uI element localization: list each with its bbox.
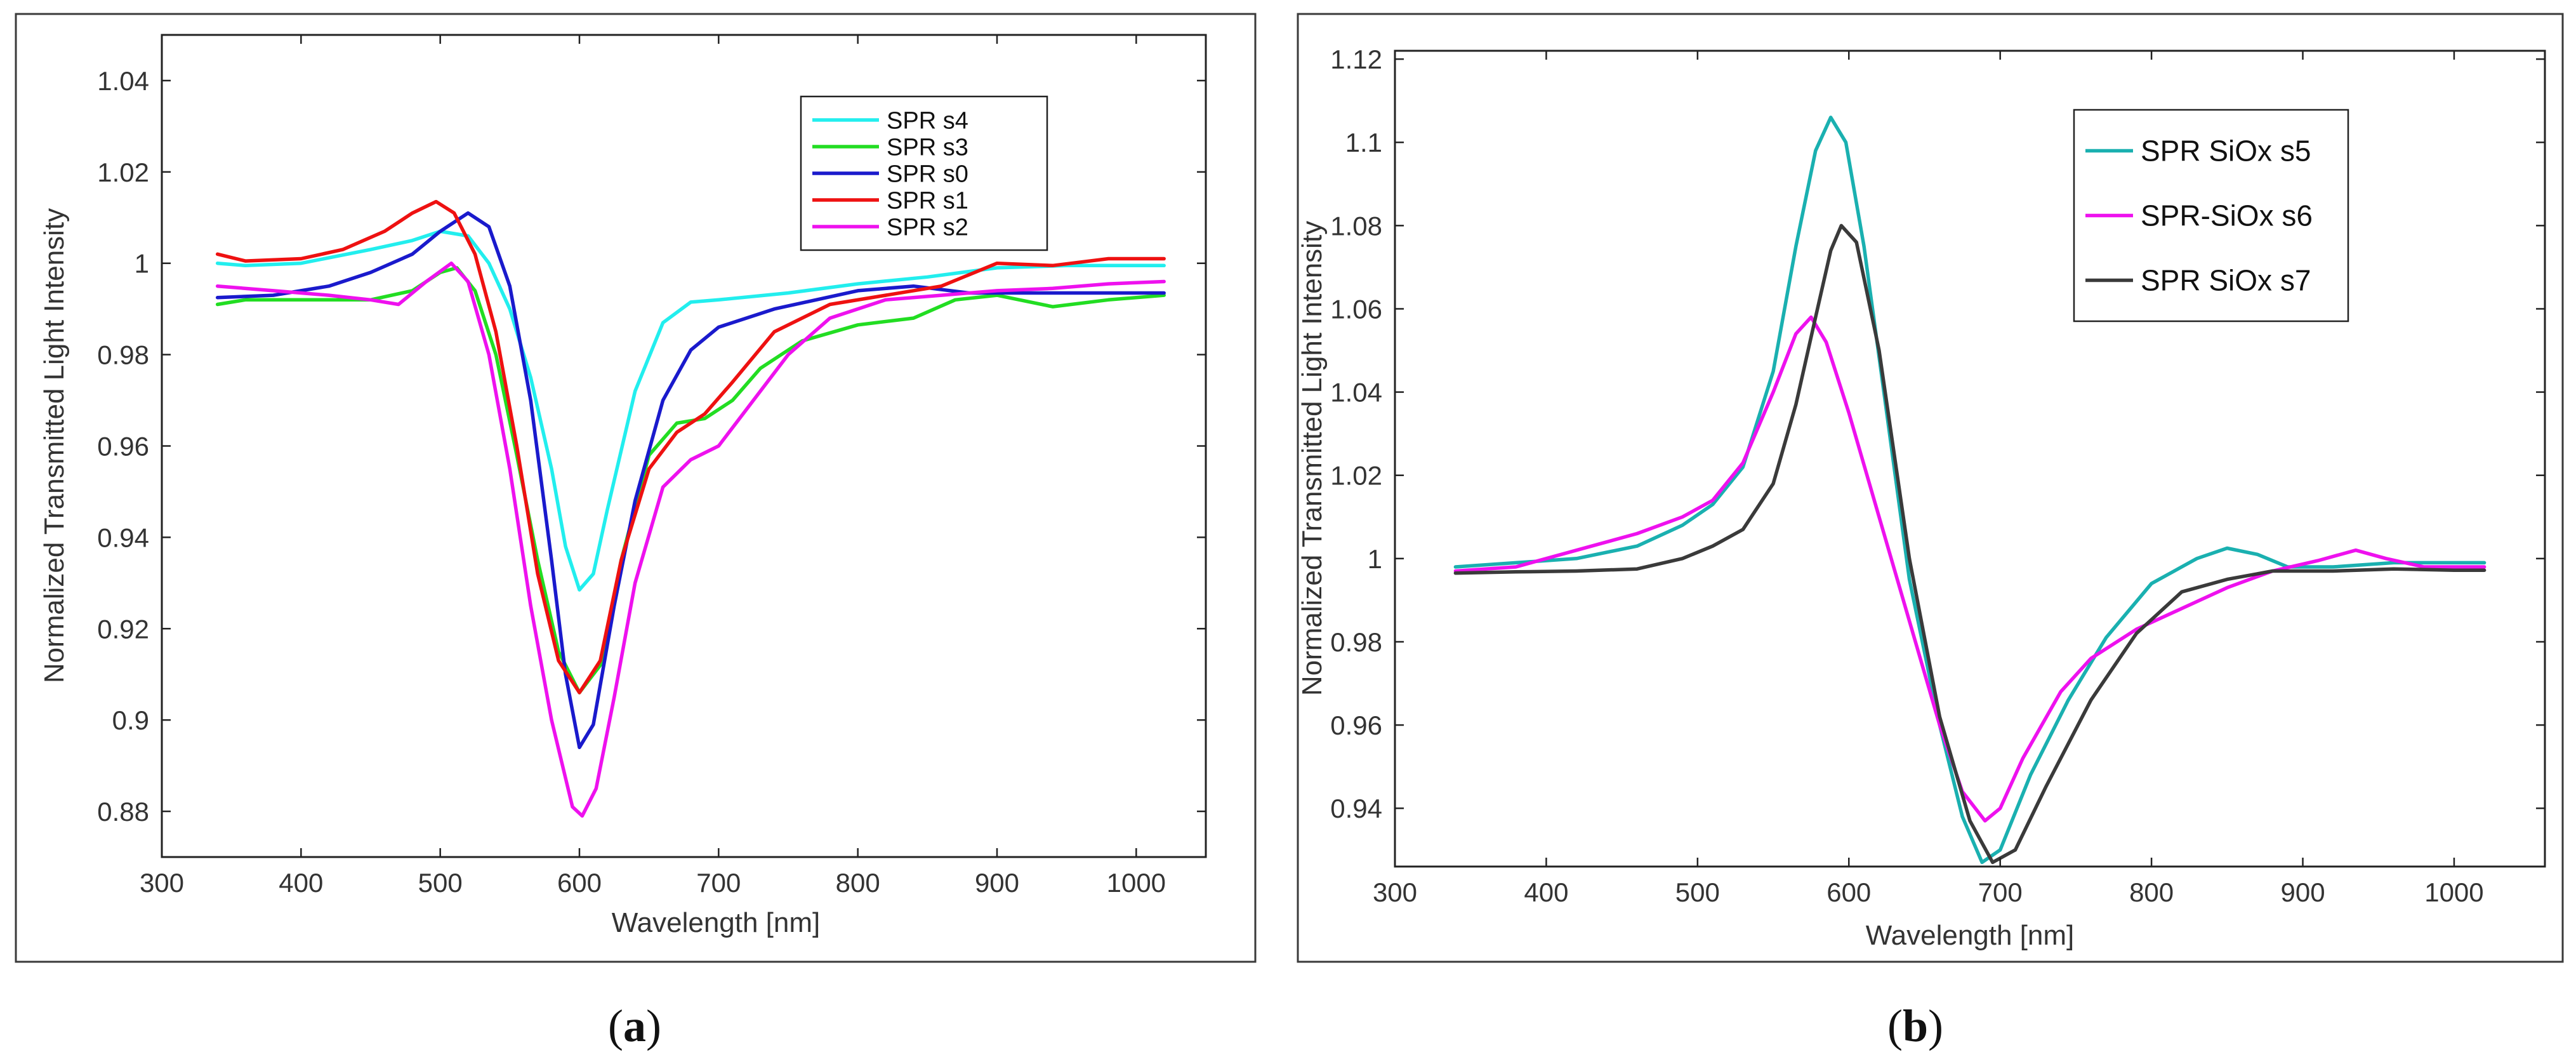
x-tick-label: 600 (1826, 877, 1871, 907)
y-tick-label: 1 (135, 249, 149, 279)
y-tick-label: 1 (1368, 544, 1382, 574)
y-tick-label: 0.92 (97, 614, 149, 644)
y-tick-label: 0.94 (1330, 794, 1382, 823)
series-line-spr-s0 (215, 211, 1166, 750)
panel-a-ticks: 300 400 500 600 700 800 900 1000 0.88 0.9 0.92 0.94… (97, 35, 1206, 898)
panel-b-ticks: 300 400 500 600 700 800 900 1000 0.94 0.96 0.98 1 1.… (1330, 44, 2545, 907)
legend-label: SPR SiOx s7 (2141, 264, 2311, 297)
panel-b-chart: 300 400 500 600 700 800 900 1000 0.94 0.96 0.98 1 1.… (1297, 13, 2564, 1051)
x-tick-label: 500 (418, 868, 463, 898)
legend-label: SPR s0 (887, 161, 968, 187)
y-tick-label: 1.04 (1330, 378, 1382, 408)
x-tick-label: 300 (1373, 877, 1417, 907)
panel-b-plot-area (1394, 50, 2546, 868)
x-tick-label: 500 (1675, 877, 1720, 907)
panel-a-caption-close: ) (646, 1000, 661, 1051)
y-tick-label: 1.06 (1330, 294, 1382, 324)
panel-b-caption: (b) (1887, 1000, 1943, 1051)
x-tick-label: 300 (140, 868, 184, 898)
panel-a-caption: (a) (608, 1000, 661, 1051)
y-tick-label: 0.98 (97, 340, 149, 370)
legend-label: SPR s3 (887, 134, 968, 161)
legend-label: SPR SiOx s5 (2141, 135, 2311, 168)
y-tick-label: 1.04 (97, 66, 149, 96)
y-tick-label: 1.08 (1330, 211, 1382, 241)
y-tick-label: 0.94 (97, 522, 149, 552)
panel-a-y-axis-label: Normalized Transmitted Light Intensity (39, 208, 70, 683)
panel-a-series-group (215, 199, 1166, 818)
series-line-spr-siox-s7 (1453, 223, 2487, 865)
y-tick-label: 0.88 (97, 797, 149, 827)
y-tick-label: 0.9 (112, 705, 149, 735)
legend-label: SPR-SiOx s6 (2141, 199, 2313, 232)
x-tick-label: 400 (279, 868, 323, 898)
panel-b-x-axis-label: Wavelength [nm] (1866, 920, 2075, 951)
x-tick-label: 600 (557, 868, 602, 898)
legend-label: SPR s4 (887, 107, 968, 134)
x-tick-label: 800 (836, 868, 880, 898)
panel-b-caption-open: ( (1887, 1000, 1903, 1051)
y-tick-label: 0.98 (1330, 627, 1382, 657)
panel-b-caption-close: ) (1928, 1000, 1943, 1051)
x-tick-label: 1000 (1107, 868, 1166, 898)
panel-b-legend: SPR SiOx s5 SPR-SiOx s6 SPR SiOx s7 (2073, 109, 2349, 322)
panel-a-chart: 300 400 500 600 700 800 900 1000 0.88 0.9 0.92 0.94… (15, 13, 1257, 1051)
x-tick-label: 400 (1524, 877, 1568, 907)
x-tick-label: 700 (1978, 877, 2023, 907)
panel-b-y-axis-label: Normalized Transmitted Light Intensity (1297, 221, 1328, 696)
x-tick-label: 800 (2129, 877, 2174, 907)
x-tick-label: 700 (696, 868, 741, 898)
series-line-spr-s4 (215, 229, 1166, 592)
panel-a-x-axis-label: Wavelength [nm] (612, 907, 821, 938)
y-tick-label: 1.12 (1330, 44, 1382, 74)
panel-b-caption-letter: b (1903, 1000, 1928, 1051)
x-tick-label: 1000 (2424, 877, 2483, 907)
panel-a-caption-open: ( (608, 1000, 623, 1051)
legend-label: SPR s1 (887, 187, 968, 214)
y-tick-label: 1.02 (1330, 461, 1382, 491)
x-tick-label: 900 (2280, 877, 2325, 907)
panel-a-plot-area (161, 34, 1207, 858)
y-tick-label: 1.1 (1345, 128, 1382, 157)
panel-a-caption-letter: a (623, 1000, 646, 1051)
legend-label: SPR s2 (887, 214, 968, 241)
y-tick-label: 0.96 (97, 432, 149, 462)
series-line-spr-s2 (215, 261, 1166, 818)
series-line-spr-s1 (215, 199, 1166, 695)
x-tick-label: 900 (975, 868, 1019, 898)
panel-b-series-group (1453, 116, 2487, 865)
y-tick-label: 0.96 (1330, 710, 1382, 740)
y-tick-label: 1.02 (97, 157, 149, 187)
